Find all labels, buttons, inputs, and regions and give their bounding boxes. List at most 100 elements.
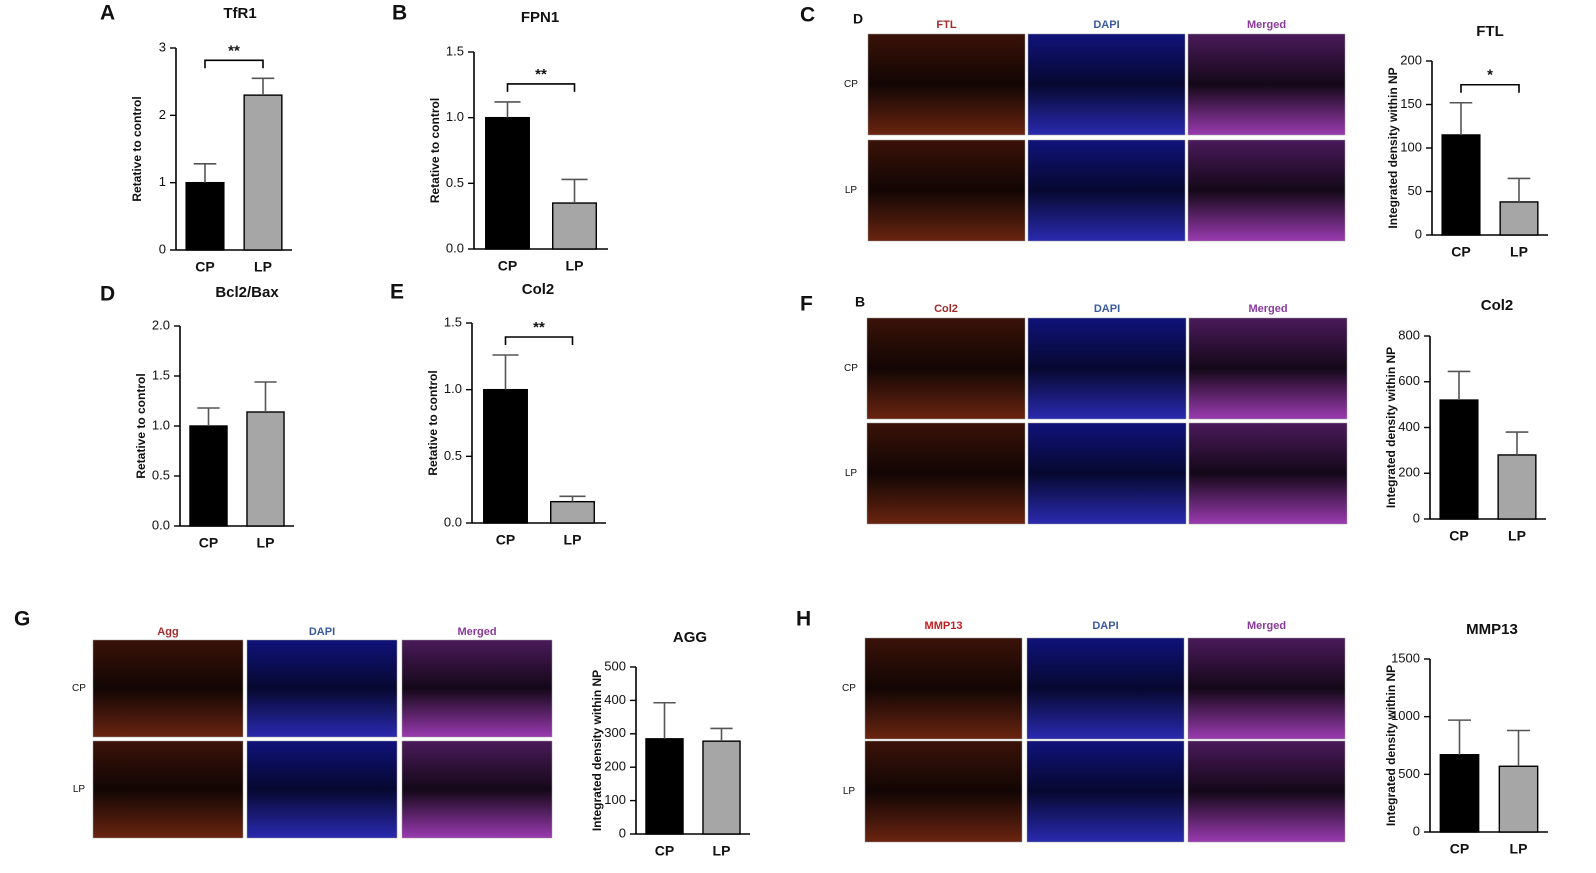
micrograph: [1187, 637, 1346, 740]
x-tick-label: CP: [1449, 528, 1468, 544]
panel-letter: A: [100, 2, 115, 25]
row-label: CP: [72, 683, 86, 694]
channel-label: Agg: [157, 626, 178, 638]
error-bar: [1447, 719, 1472, 755]
x-tick-label: CP: [1451, 244, 1470, 260]
micrograph: [1026, 637, 1185, 740]
error-bar: [1506, 729, 1531, 767]
micrograph: [401, 740, 553, 839]
significance-bracket: [1460, 83, 1520, 93]
chart-title: Bcl2/Bax: [215, 284, 279, 301]
micrograph: [1187, 139, 1346, 242]
bar: [189, 425, 228, 527]
channel-label: Merged: [1248, 303, 1287, 315]
x-tick-label: CP: [498, 258, 517, 274]
channel-label: Merged: [457, 626, 496, 638]
y-tick-label: 1.5: [446, 43, 464, 58]
panel-letter: H: [796, 608, 811, 631]
bar: [1439, 399, 1479, 520]
panel-letter: D: [100, 283, 115, 306]
error-bar: [197, 407, 220, 426]
significance-label: **: [228, 42, 240, 59]
y-tick-label: 2.0: [152, 317, 170, 332]
micrograph: [1187, 33, 1346, 136]
error-bar: [1449, 101, 1473, 135]
bar: [1439, 754, 1480, 833]
y-tick-label: 200: [1400, 52, 1422, 67]
y-tick-label: 0: [1413, 823, 1420, 838]
x-tick-label: LP: [254, 259, 272, 275]
y-tick-label: 1.0: [152, 417, 170, 432]
y-tick-label: 0: [1413, 510, 1420, 525]
y-tick-label: 0.5: [446, 175, 464, 190]
y-tick-label: 100: [1400, 139, 1422, 154]
chart-title: Col2: [522, 281, 555, 298]
significance-bracket: [504, 336, 574, 345]
error-bar: [1505, 431, 1529, 455]
channel-label: DAPI: [1093, 19, 1119, 31]
x-tick-label: LP: [257, 535, 275, 551]
bar: [550, 500, 595, 524]
micrograph: [1188, 317, 1348, 420]
micrograph: [864, 740, 1023, 843]
panel-letter: C: [800, 4, 815, 27]
y-tick-label: 1000: [1391, 708, 1420, 723]
channel-label: MMP13: [925, 620, 963, 632]
x-tick-label: CP: [1450, 841, 1469, 857]
chart-title: FTL: [1476, 23, 1504, 40]
micrograph: [866, 422, 1026, 525]
y-tick-label: 500: [604, 658, 626, 673]
chart-title: TfR1: [223, 5, 256, 22]
channel-label: DAPI: [1094, 303, 1120, 315]
micrograph: [866, 317, 1026, 420]
y-tick-label: 1.0: [446, 109, 464, 124]
significance-bracket: [204, 59, 264, 69]
bar: [702, 740, 741, 835]
y-tick-label: 0.0: [152, 517, 170, 532]
y-tick-label: 800: [1398, 327, 1420, 342]
bar: [1499, 201, 1539, 236]
error-bar: [193, 163, 217, 183]
y-tick-label: 0.0: [444, 514, 462, 529]
y-axis-label: Retative to control: [130, 96, 144, 201]
micrograph: [867, 33, 1026, 136]
micrograph: [1026, 740, 1185, 843]
x-tick-label: LP: [566, 258, 584, 274]
error-bar: [653, 701, 676, 739]
inner-label: D: [853, 11, 863, 27]
micrograph: [1027, 422, 1187, 525]
chart-title: AGG: [673, 629, 707, 646]
bar: [645, 738, 684, 835]
error-bar: [494, 101, 521, 118]
x-tick-label: LP: [1510, 841, 1528, 857]
channel-label: Col2: [934, 303, 958, 315]
y-tick-label: 0.5: [152, 467, 170, 482]
error-bar: [559, 495, 586, 502]
error-bar: [1447, 370, 1471, 401]
micrograph: [401, 639, 553, 738]
chart-title: FPN1: [521, 9, 559, 26]
y-axis-label: Integrated density within NP: [1386, 67, 1400, 228]
row-label: CP: [844, 79, 858, 90]
y-axis-label: Integrated density within NP: [590, 670, 604, 831]
chart-title: Col2: [1481, 297, 1514, 314]
bar: [243, 94, 283, 251]
x-tick-label: LP: [713, 843, 731, 859]
row-label: LP: [73, 784, 86, 795]
y-axis-label: Retative to control: [134, 373, 148, 478]
micrograph: [92, 740, 244, 839]
y-tick-label: 3: [159, 39, 166, 54]
y-tick-label: 500: [1398, 766, 1420, 781]
significance-label: *: [1487, 67, 1493, 84]
bar: [246, 411, 285, 527]
significance-bracket: [506, 83, 576, 92]
channel-label: FTL: [936, 19, 956, 31]
panel-letter: E: [390, 281, 404, 304]
micrograph: [92, 639, 244, 738]
micrograph: [246, 740, 398, 839]
y-tick-label: 0.5: [444, 448, 462, 463]
channel-label: DAPI: [1092, 620, 1118, 632]
y-tick-label: 1.5: [444, 314, 462, 329]
y-tick-label: 1500: [1391, 650, 1420, 665]
micrograph: [867, 139, 1026, 242]
